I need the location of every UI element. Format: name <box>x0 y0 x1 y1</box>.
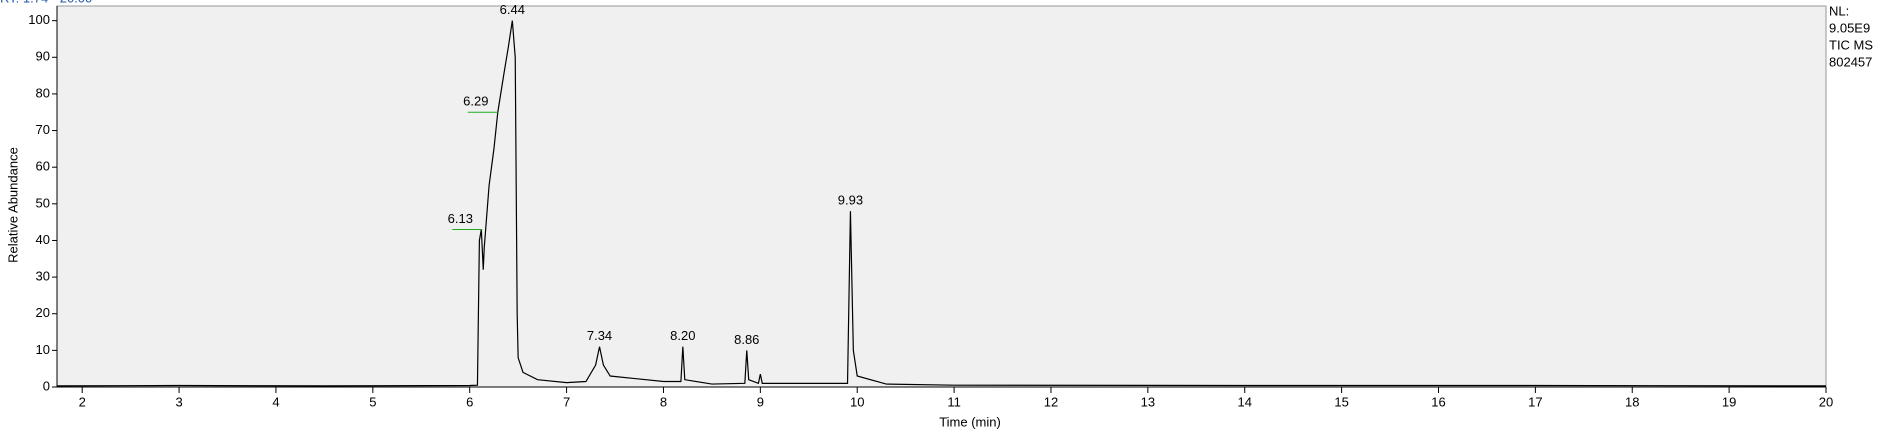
y-tick-label: 80 <box>36 85 50 100</box>
trace <box>56 20 1827 387</box>
x-tick-label: 20 <box>1819 394 1833 409</box>
y-tick-label: 40 <box>36 232 50 247</box>
y-tick-label: 60 <box>36 159 50 174</box>
header: RT: 1.74 - 20.00 <box>0 0 92 5</box>
x-tick-label: 5 <box>369 394 376 409</box>
y-tick-label: 20 <box>36 305 50 320</box>
x-tick-label: 11 <box>947 394 961 409</box>
peak-label: 8.20 <box>670 328 695 343</box>
y-tick-label: 90 <box>36 49 50 64</box>
y-tick-label: 70 <box>36 122 50 137</box>
y-tick-label: 30 <box>36 269 50 284</box>
x-tick-label: 17 <box>1528 394 1542 409</box>
y-tick-label: 0 <box>43 378 50 393</box>
y-tick-label: 100 <box>28 12 50 27</box>
x-tick-label: 6 <box>466 394 473 409</box>
plot-area <box>56 5 1827 388</box>
side-label: 802457 <box>1829 54 1872 69</box>
y-axis-label: Relative Abundance <box>5 147 20 263</box>
x-tick-label: 14 <box>1237 394 1251 409</box>
peak-label: 6.44 <box>500 2 525 17</box>
x-axis-label: Time (min) <box>939 414 1001 429</box>
side-label: 9.05E9 <box>1829 20 1870 35</box>
x-tick-label: 19 <box>1722 394 1736 409</box>
x-tick-label: 18 <box>1625 394 1639 409</box>
peak-label: 7.34 <box>587 328 612 343</box>
x-tick-label: 2 <box>79 394 86 409</box>
x-tick-label: 9 <box>757 394 764 409</box>
side-label: TIC MS <box>1829 37 1873 52</box>
peak-label: 9.93 <box>838 193 863 208</box>
x-tick-label: 12 <box>1044 394 1058 409</box>
peak-label: 8.86 <box>734 332 759 347</box>
peak-label: 6.29 <box>463 94 488 109</box>
x-tick-label: 4 <box>272 394 279 409</box>
x-tick-label: 16 <box>1431 394 1445 409</box>
y-tick-label: 50 <box>36 195 50 210</box>
x-tick-label: 7 <box>563 394 570 409</box>
peak-label: 6.13 <box>448 211 473 226</box>
y-tick-label: 10 <box>36 342 50 357</box>
x-tick-label: 10 <box>850 394 864 409</box>
x-tick-label: 8 <box>660 394 667 409</box>
side-label: NL: <box>1829 3 1849 18</box>
x-tick-label: 15 <box>1334 394 1348 409</box>
x-tick-label: 13 <box>1141 394 1155 409</box>
x-tick-label: 3 <box>175 394 182 409</box>
